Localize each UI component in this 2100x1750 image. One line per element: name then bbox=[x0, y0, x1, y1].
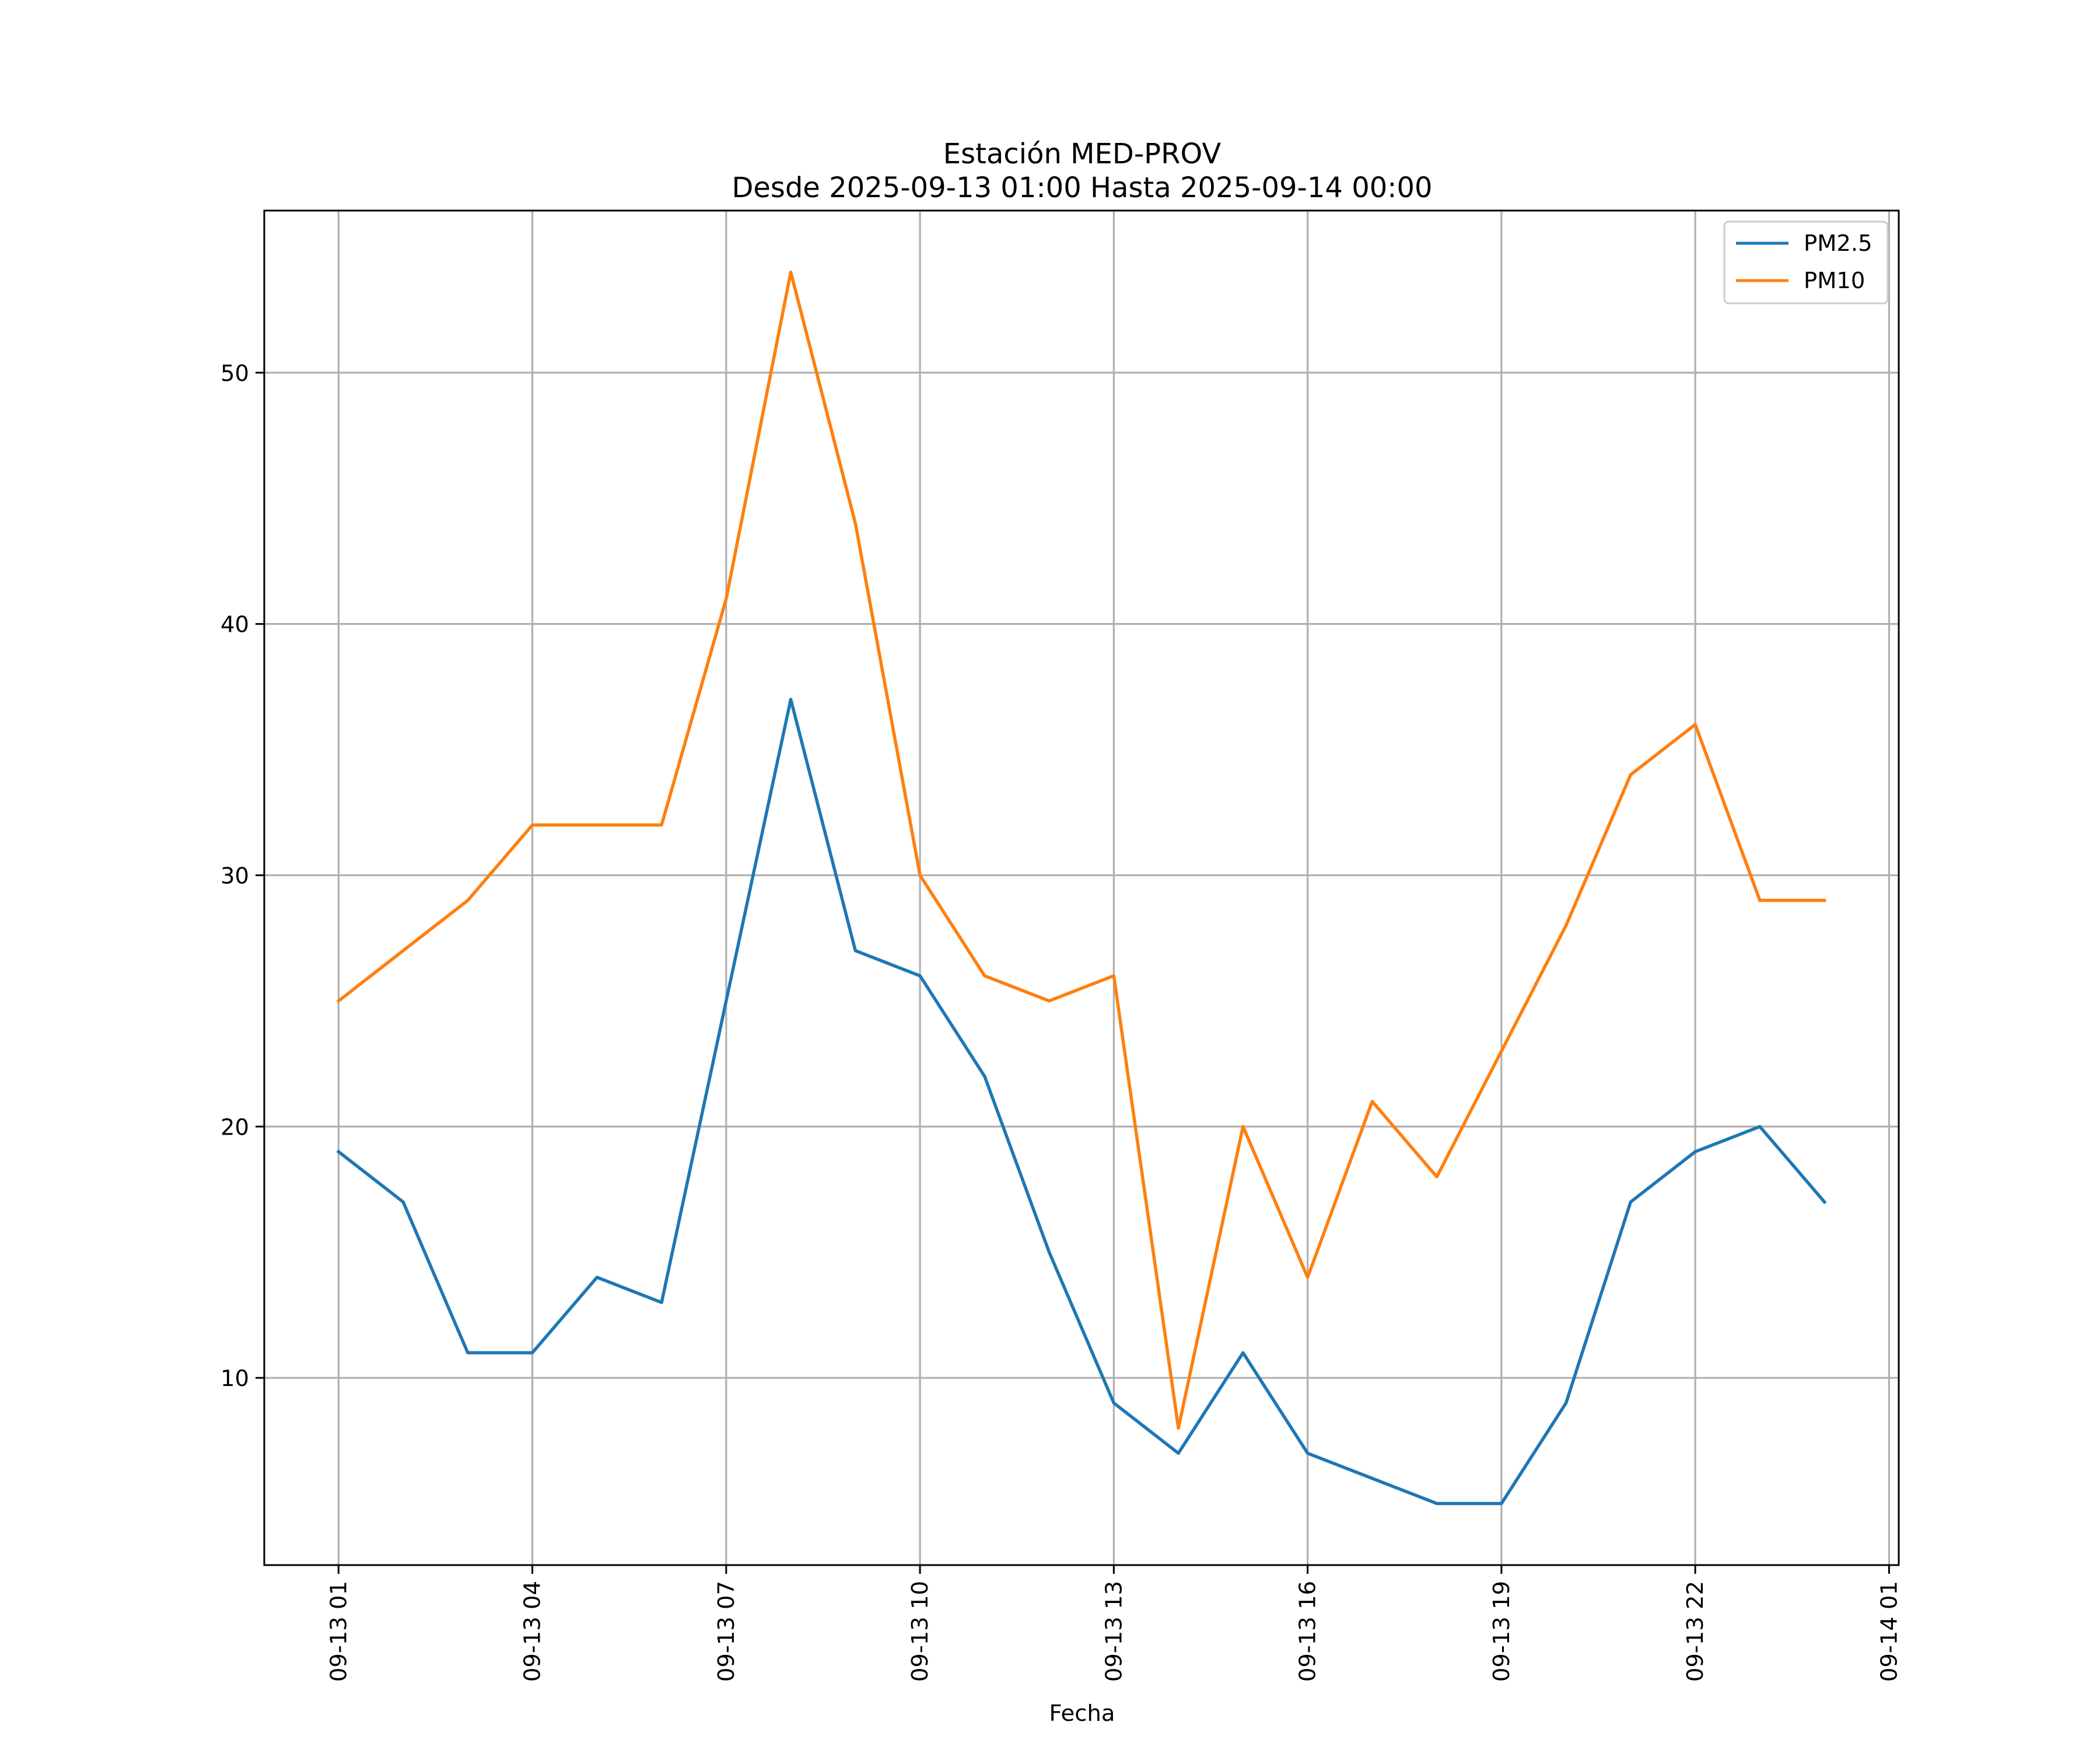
y-tick-label: 40 bbox=[220, 612, 249, 638]
grid bbox=[264, 211, 1899, 1565]
x-tick-label: 09-13 13 bbox=[1101, 1581, 1127, 1682]
chart-title: Estación MED-PROV bbox=[943, 138, 1222, 170]
y-tick-label: 20 bbox=[220, 1114, 249, 1140]
legend-label-pm10: PM10 bbox=[1804, 268, 1865, 294]
x-tick-label: 09-13 01 bbox=[326, 1581, 352, 1682]
x-tick-label: 09-14 01 bbox=[1876, 1581, 1902, 1682]
legend-label-pm25: PM2.5 bbox=[1804, 230, 1873, 257]
x-axis-ticks: 09-13 01 09-13 04 09-13 07 09-13 10 09-13 13… bbox=[326, 1565, 1902, 1682]
axes-frame bbox=[263, 209, 1900, 1566]
x-tick-label: 09-13 07 bbox=[713, 1581, 740, 1682]
x-tick-label: 09-13 04 bbox=[520, 1581, 546, 1682]
series-layer bbox=[336, 270, 1827, 1506]
y-tick-label: 30 bbox=[220, 863, 249, 889]
legend: PM2.5 PM10 bbox=[1723, 220, 1889, 304]
y-axis-ticks: 10 20 30 40 50 bbox=[220, 360, 264, 1392]
y-tick-label: 50 bbox=[220, 360, 249, 387]
series-line-pm10 bbox=[336, 270, 1826, 1430]
series-line-pm25 bbox=[336, 698, 1827, 1506]
x-axis-label: Fecha bbox=[1049, 1700, 1115, 1727]
y-tick-label: 10 bbox=[220, 1366, 249, 1392]
x-tick-label: 09-13 19 bbox=[1489, 1581, 1515, 1682]
x-tick-label: 09-13 22 bbox=[1682, 1581, 1709, 1682]
x-tick-label: 09-13 10 bbox=[907, 1581, 933, 1682]
chart-subtitle: Desde 2025-09-13 01:00 Hasta 2025-09-14 … bbox=[732, 172, 1432, 204]
x-tick-label: 09-13 16 bbox=[1295, 1581, 1321, 1682]
